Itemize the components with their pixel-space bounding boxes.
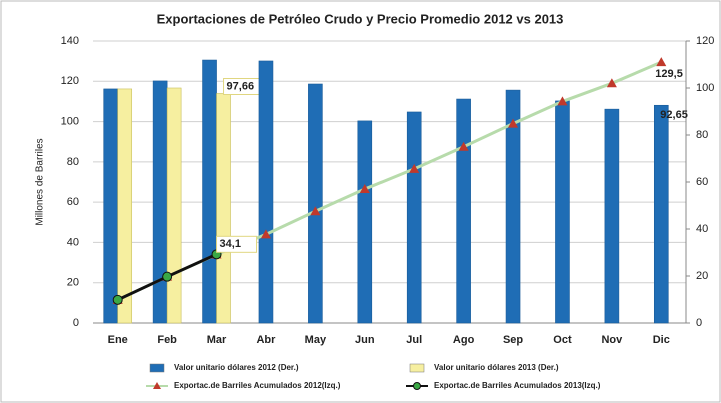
y2-tick-label: 60 <box>696 176 708 188</box>
bar <box>406 111 422 324</box>
legend-label: Exportac.de Barriles Acumulados 2013(Izq… <box>434 381 601 390</box>
x-tick-label: Nov <box>601 334 623 346</box>
x-tick-label: Mar <box>207 334 227 346</box>
y2-tick-label: 120 <box>696 35 714 47</box>
y-tick-label: 100 <box>61 115 79 127</box>
y2-tick-label: 20 <box>696 270 708 282</box>
chart-title: Exportaciones de Petróleo Crudo y Precio… <box>157 11 564 26</box>
y-axis-label: Millones de Barriles <box>35 138 46 225</box>
y-tick-label: 80 <box>67 156 79 168</box>
legend-marker <box>153 382 161 389</box>
bar <box>357 120 373 324</box>
y-tick-label: 20 <box>67 277 79 289</box>
bar <box>166 87 182 324</box>
bar <box>604 108 620 324</box>
bar <box>202 59 217 324</box>
y-tick-label: 120 <box>61 75 79 87</box>
bar <box>103 88 119 324</box>
legend-swatch <box>149 363 165 373</box>
x-tick-label: Abr <box>256 334 276 346</box>
value-label-box <box>216 235 258 253</box>
legend-label: Valor unitario dólares 2012 (Der.) <box>174 363 299 372</box>
y2-tick-label: 100 <box>696 82 714 94</box>
bar <box>117 88 133 324</box>
x-tick-label: Jul <box>406 334 422 346</box>
x-tick-label: Oct <box>553 334 572 346</box>
legend-marker <box>413 382 421 390</box>
bar <box>555 100 570 324</box>
marker <box>359 184 370 194</box>
marker <box>606 78 617 88</box>
marker <box>260 229 271 239</box>
legend-label: Exportac.de Barriles Acumulados 2012(Izq… <box>174 381 341 390</box>
bar <box>505 89 521 324</box>
legend-label: Valor unitario dólares 2013 (Der.) <box>434 363 559 372</box>
value-label: 92,65 <box>660 109 688 121</box>
x-tick-label: Feb <box>157 334 177 346</box>
value-label: 129,5 <box>655 68 683 80</box>
y-tick-label: 0 <box>73 317 79 329</box>
marker <box>656 57 667 67</box>
bar <box>258 60 274 324</box>
bar <box>456 98 471 324</box>
y2-tick-label: 0 <box>696 317 702 329</box>
y2-tick-label: 40 <box>696 223 708 235</box>
marker <box>458 141 469 151</box>
bar <box>308 83 323 324</box>
marker <box>508 118 519 128</box>
x-tick-label: May <box>305 334 327 346</box>
x-tick-label: Ene <box>108 334 128 346</box>
value-label: 97,66 <box>227 80 255 92</box>
marker <box>162 271 173 282</box>
y-tick-label: 60 <box>67 196 79 208</box>
y2-tick-label: 80 <box>696 129 708 141</box>
bar <box>152 80 168 324</box>
y-tick-label: 40 <box>67 236 79 248</box>
x-tick-label: Ago <box>453 334 475 346</box>
marker <box>310 206 321 216</box>
bar <box>216 93 231 324</box>
marker <box>557 96 568 106</box>
legend-swatch <box>409 363 425 373</box>
value-label: 34,1 <box>220 238 241 250</box>
y-tick-label: 140 <box>61 35 79 47</box>
x-tick-label: Jun <box>355 334 375 346</box>
marker <box>112 294 123 305</box>
bar <box>653 104 669 324</box>
x-tick-label: Dic <box>653 334 670 346</box>
marker <box>409 163 420 173</box>
x-tick-label: Sep <box>503 334 523 346</box>
